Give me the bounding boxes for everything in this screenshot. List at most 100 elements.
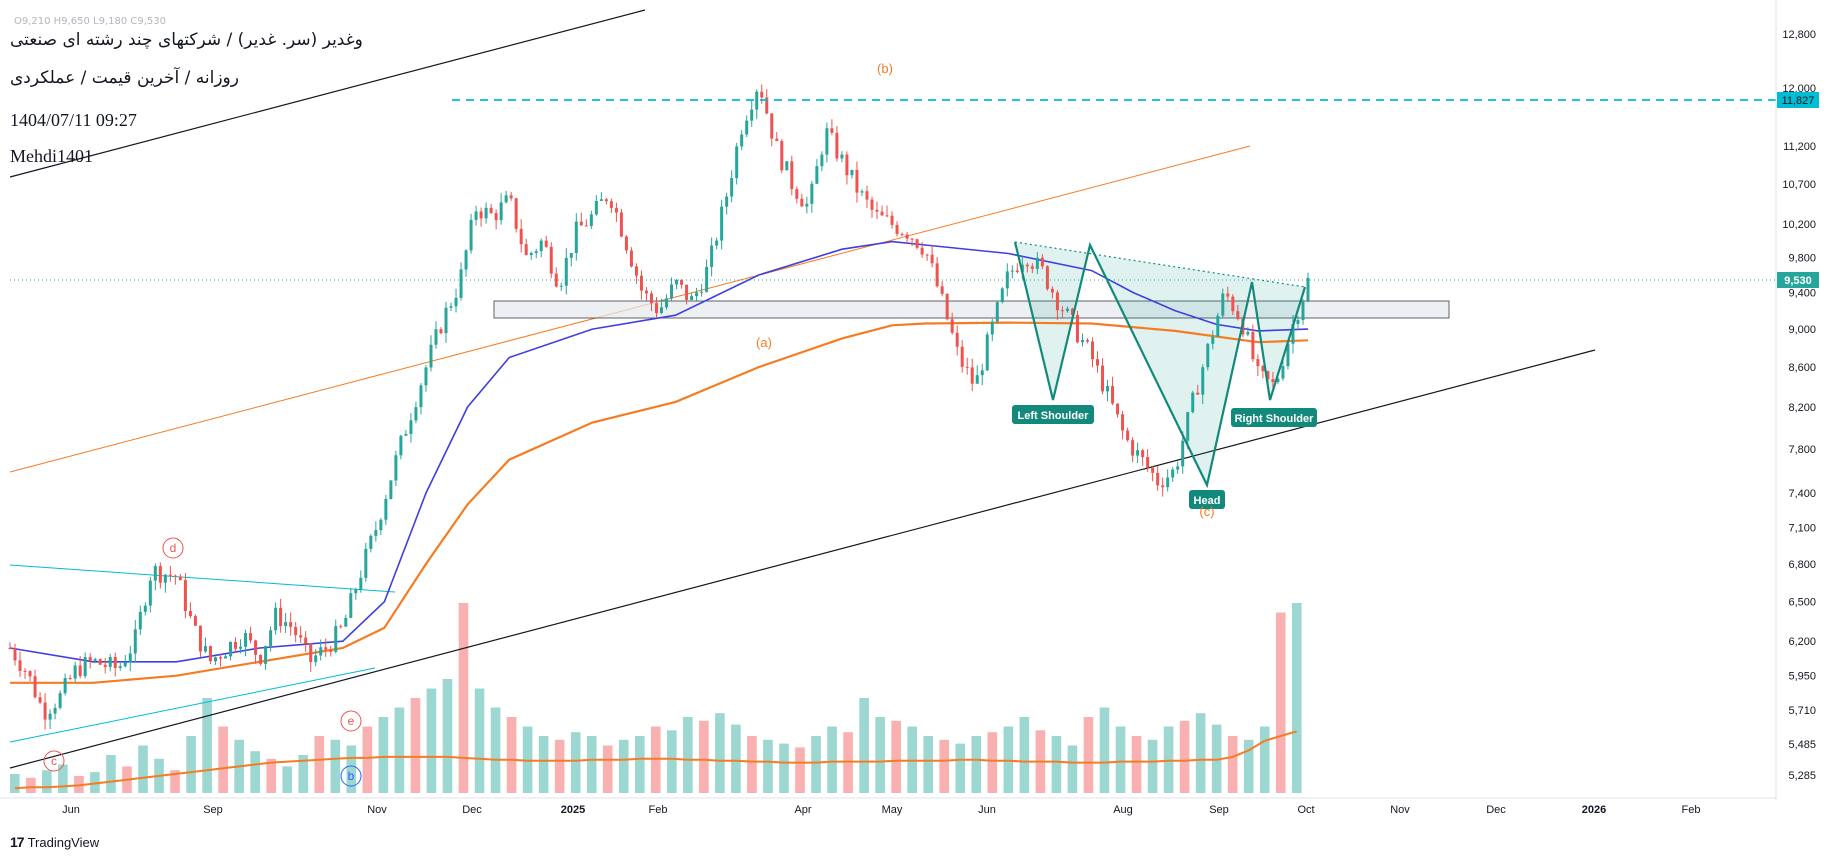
candle-body bbox=[995, 302, 999, 322]
candle-body bbox=[23, 670, 27, 672]
candle-body bbox=[990, 321, 994, 335]
label-left-shoulder: Left Shoulder bbox=[1018, 410, 1090, 422]
candle-body bbox=[1191, 392, 1195, 413]
candle-body bbox=[1121, 414, 1125, 431]
candle-body bbox=[269, 630, 273, 647]
candle-body bbox=[229, 642, 233, 657]
tradingview-logo-icon: 17 bbox=[10, 834, 25, 850]
price-tick-label: 12,800 bbox=[1782, 29, 1816, 41]
candle-body bbox=[840, 154, 844, 159]
candle-body bbox=[1276, 378, 1280, 383]
candle-body bbox=[1226, 293, 1230, 297]
candle-body bbox=[88, 657, 92, 661]
candle-body bbox=[38, 697, 42, 703]
candle-body bbox=[1101, 365, 1105, 392]
wave-labels: (a) (b) (c) bbox=[756, 61, 1215, 519]
candle-body bbox=[1055, 292, 1059, 311]
candle-body bbox=[73, 665, 77, 679]
time-axis[interactable]: Jun Sep Nov Dec 2025 Feb Apr May Jun Aug Sep Oct Nov… bbox=[0, 797, 1776, 816]
volume-bar bbox=[586, 736, 597, 793]
price-tick-label: 5,950 bbox=[1788, 671, 1816, 683]
candle-body bbox=[203, 646, 207, 652]
candle-body bbox=[1116, 403, 1120, 415]
candle-body bbox=[1111, 386, 1115, 404]
volume-bar bbox=[106, 755, 116, 793]
volume-bar bbox=[266, 758, 277, 793]
candle-body bbox=[895, 224, 899, 235]
candle-body bbox=[800, 198, 804, 207]
candle-body bbox=[53, 707, 57, 714]
author-name: Mehdi1401 bbox=[10, 146, 93, 166]
candle-body bbox=[880, 211, 884, 216]
volume-bars bbox=[10, 603, 1302, 793]
candle-body bbox=[429, 344, 433, 368]
candle-body bbox=[324, 647, 328, 650]
candle-body bbox=[414, 407, 418, 421]
candle-body bbox=[409, 420, 413, 434]
candle-body bbox=[825, 128, 829, 155]
lower-trendline[interactable] bbox=[9, 349, 1596, 769]
candle-body bbox=[419, 385, 423, 408]
wave-label-a: (a) bbox=[756, 335, 772, 350]
wave-label-c: (c) bbox=[1199, 504, 1214, 519]
candle-body bbox=[63, 678, 67, 694]
tradingview-brand[interactable]: 17 TradingView bbox=[10, 834, 99, 850]
volume-bar bbox=[715, 713, 725, 793]
volume-bar bbox=[426, 688, 437, 793]
candle-body bbox=[815, 166, 819, 184]
candle-body bbox=[795, 189, 799, 199]
candle-body bbox=[730, 178, 734, 197]
candle-body bbox=[569, 253, 573, 258]
volume-bar bbox=[490, 707, 501, 793]
candle-body bbox=[1045, 266, 1049, 289]
cyan-triangle-bottom[interactable] bbox=[9, 667, 376, 743]
price-tick-label: 7,800 bbox=[1788, 444, 1816, 456]
candle-body bbox=[965, 366, 969, 368]
volume-bar bbox=[378, 717, 389, 793]
time-tick-label: Dec bbox=[462, 804, 482, 816]
candle-body bbox=[18, 660, 22, 671]
candle-body bbox=[264, 646, 268, 664]
cyan-triangle-top[interactable] bbox=[9, 564, 396, 593]
trend-lines[interactable] bbox=[9, 9, 1596, 769]
candle-body bbox=[960, 346, 964, 367]
candle-body bbox=[670, 284, 674, 299]
candle-body bbox=[499, 202, 503, 221]
candle-body bbox=[810, 183, 814, 204]
resistance-price-tag bbox=[1777, 92, 1819, 108]
candle-body bbox=[93, 659, 97, 661]
candle-body bbox=[399, 435, 403, 456]
head-shoulders-outline[interactable] bbox=[1013, 241, 1307, 489]
price-tick-label: 5,285 bbox=[1788, 770, 1816, 782]
candle-body bbox=[148, 580, 152, 606]
candle-body bbox=[755, 91, 759, 110]
candlesticks[interactable] bbox=[8, 84, 1310, 730]
upper-trendline[interactable] bbox=[9, 9, 646, 178]
candle-body bbox=[1261, 366, 1265, 372]
candle-body bbox=[309, 643, 313, 663]
candle-body bbox=[529, 253, 533, 255]
candle-body bbox=[1296, 320, 1300, 325]
volume-bar bbox=[1291, 603, 1302, 793]
candle-body bbox=[579, 221, 583, 226]
candle-body bbox=[249, 633, 253, 641]
circle-label-b: b bbox=[348, 769, 355, 783]
last-price-text: 9,530 bbox=[1784, 275, 1812, 287]
candle-body bbox=[985, 334, 989, 371]
price-axis[interactable]: 12,80012,00011,20010,70010,2009,8009,400… bbox=[1775, 0, 1816, 800]
ma-slow-line bbox=[10, 321, 1309, 684]
candle-body bbox=[274, 607, 278, 631]
candle-body bbox=[1060, 310, 1064, 312]
support-zone-box[interactable] bbox=[493, 300, 1450, 319]
volume-bar bbox=[1179, 720, 1190, 793]
candle-body bbox=[835, 132, 839, 159]
neckline[interactable] bbox=[1014, 241, 1306, 288]
candle-body bbox=[594, 200, 598, 215]
candle-body bbox=[735, 146, 739, 179]
volume-bar bbox=[602, 745, 613, 793]
candle-body bbox=[83, 657, 87, 677]
candle-body bbox=[259, 654, 263, 664]
candle-body bbox=[740, 134, 744, 147]
candle-body bbox=[143, 605, 147, 612]
